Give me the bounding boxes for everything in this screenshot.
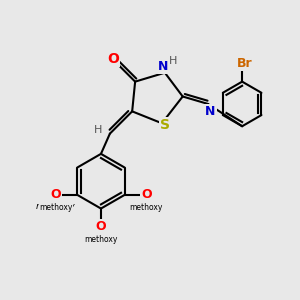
Text: methoxy: methoxy (36, 202, 76, 211)
Text: Br: Br (237, 57, 252, 70)
Text: O: O (50, 188, 61, 201)
Text: O: O (141, 188, 152, 201)
Text: methoxy: methoxy (84, 235, 118, 244)
Text: N: N (158, 60, 169, 73)
Text: O: O (107, 52, 119, 66)
Text: H: H (94, 125, 102, 135)
Text: methoxy: methoxy (39, 203, 72, 212)
Text: N: N (205, 105, 215, 118)
Text: H: H (169, 56, 177, 66)
Text: O: O (96, 220, 106, 233)
Text: methoxy: methoxy (130, 203, 163, 212)
Text: S: S (160, 118, 170, 132)
